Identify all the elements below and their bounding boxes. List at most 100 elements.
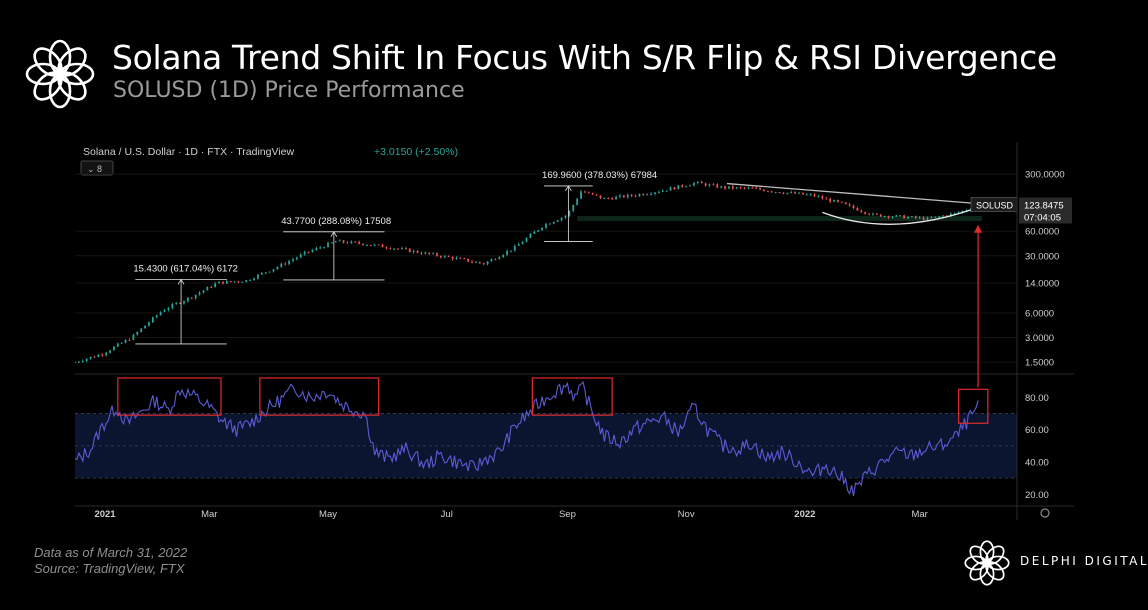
candle-body (938, 216, 941, 218)
candle-body (521, 241, 524, 245)
candle-body (805, 194, 808, 196)
candle-body (455, 257, 458, 260)
candle-body (611, 198, 614, 200)
candle-body (218, 281, 220, 284)
change-readout: +3.0150 (+2.50%) (374, 146, 458, 158)
descending-trendline (726, 182, 981, 205)
candle-body (436, 253, 438, 256)
candle-body (148, 322, 150, 326)
rsi-tick-label: 80.00 (1025, 393, 1049, 404)
candle-body (323, 247, 326, 249)
candle-body (97, 354, 100, 357)
rsi-highlight-boxes (117, 377, 989, 424)
candle-body (486, 261, 489, 265)
candle-body (603, 197, 606, 199)
candle-body (331, 242, 333, 244)
candle-body (591, 192, 594, 195)
time-tick-label: May (319, 509, 337, 520)
candle-body (136, 332, 139, 335)
candle-body (595, 194, 598, 196)
candle-body (369, 244, 372, 246)
chart-settings-button[interactable] (1040, 508, 1050, 518)
candle-body (241, 281, 244, 283)
candle-body (922, 217, 925, 220)
delphi-flower-logo (22, 36, 98, 112)
time-tick-label: Sep (559, 509, 576, 520)
candle-body (724, 186, 726, 189)
candle-body (393, 248, 396, 250)
logo-petal (979, 562, 995, 586)
candle-body (879, 214, 882, 217)
time-tick-label: Mar (201, 509, 217, 520)
candle-body (350, 241, 353, 244)
candle-body (891, 216, 894, 218)
candle-body (288, 261, 290, 265)
time-axis: 2021 Mar May Jul Sep Nov 2022 Mar (94, 509, 927, 520)
candle-body (731, 186, 734, 189)
candle-body (513, 245, 516, 251)
candle-body (802, 192, 804, 195)
candle-body (572, 204, 575, 211)
chevron-down-icon: ⌄ (87, 164, 95, 174)
chart-frame: Solana / U.S. Dollar · 1D · FTX · Tradin… (74, 142, 1074, 520)
candle-body (630, 194, 633, 196)
candle-body (712, 184, 715, 186)
candle-body (124, 339, 127, 343)
rsi-tick-label: 40.00 (1025, 458, 1049, 469)
logo-petal (979, 540, 995, 564)
candle-body (654, 192, 656, 194)
candle-body (763, 189, 765, 192)
candle-body (229, 280, 232, 282)
candle-body (155, 315, 158, 318)
candle-body (307, 251, 310, 253)
candle-body (696, 181, 699, 184)
time-tick-label: Nov (678, 509, 695, 520)
candle-body (120, 342, 123, 344)
gear-icon (1040, 508, 1050, 518)
candle-body (257, 274, 259, 279)
candle-body (914, 216, 917, 218)
price-tick-label: 3.0000 (1025, 333, 1054, 344)
candle-body (459, 257, 462, 259)
candle-body (233, 281, 236, 283)
candle-body (875, 213, 878, 215)
candle-body (253, 278, 255, 280)
support-zone-band (577, 216, 982, 222)
price-tick-label: 14.0000 (1025, 278, 1059, 289)
candle-body (159, 311, 162, 316)
candle-body (895, 215, 898, 217)
candle-body (202, 290, 205, 293)
candle-body (443, 255, 446, 258)
candle-body (440, 255, 442, 258)
candle-body (151, 317, 154, 323)
candle-body (942, 215, 944, 217)
time-tick-label: 2022 (794, 509, 815, 520)
candle-body (817, 196, 820, 198)
candle-body (222, 281, 224, 284)
page-subtitle: SOLUSD (1D) Price Performance (113, 78, 465, 103)
candle-body (416, 250, 419, 253)
indicator-toggle-button[interactable]: ⌄ 8 (80, 160, 114, 176)
candle-body (949, 213, 952, 217)
candle-body (482, 263, 485, 265)
candle-body (821, 196, 824, 199)
candle-body (401, 248, 403, 250)
candle-body (89, 356, 92, 359)
time-tick-label: Mar (911, 509, 927, 520)
candle-body (373, 244, 376, 246)
candle-body (790, 192, 793, 194)
rsi-panel: 80.00 60.00 40.00 20.00 (74, 373, 1074, 501)
rsi-highlight-box (531, 377, 613, 416)
candle-body (615, 196, 617, 200)
price-axis: 300.0000 60.0000 30.0000 14.0000 6.0000 3.000… (970, 170, 1072, 369)
candle-body (809, 194, 812, 196)
time-tick-label: Jul (441, 509, 453, 520)
candle-body (529, 233, 532, 238)
candle-body (646, 194, 649, 196)
measure-arrowhead (330, 231, 338, 238)
price-panel: Solana / U.S. Dollar · 1D · FTX · Tradin… (74, 142, 1074, 374)
candle-body (580, 191, 582, 199)
candle-body (377, 244, 380, 246)
candle-body (911, 216, 913, 218)
last-price-label: 123.8475 (1024, 201, 1064, 212)
